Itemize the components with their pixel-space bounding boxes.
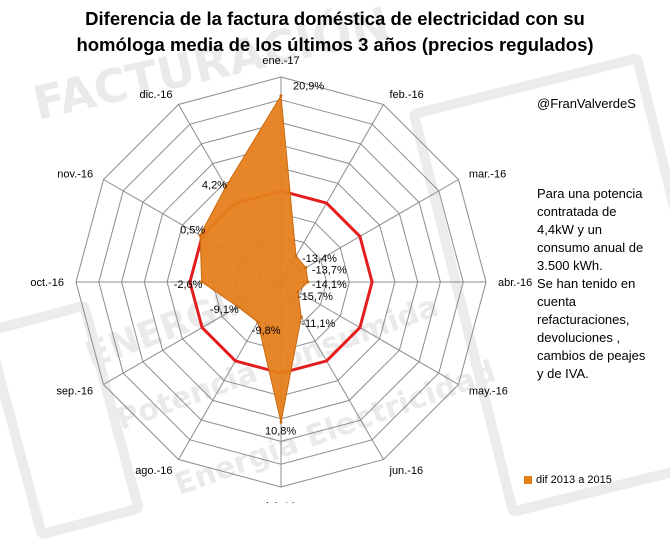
data-label: 20,9% [293,81,324,93]
category-label: jul.-16 [265,501,296,503]
note-line: contratada de [537,204,617,219]
category-label: dic.-16 [139,89,172,101]
series-point [294,254,298,258]
category-label: nov.-16 [57,169,93,181]
category-label: ene.-17 [262,55,299,67]
category-label: mar.-16 [469,169,506,181]
radar-chart: ene.-17 feb.-16 mar.-16 abr.-16 may.-16 jun.-… [30,55,532,503]
chart-legend: dif 2013 a 2015 [524,474,612,486]
note-line: refacturaciones, [537,312,630,327]
note-line: cambios de peajes [537,348,646,363]
note-line: y de IVA. [537,366,589,381]
series-point [224,185,228,188]
category-label: oct.-16 [30,277,64,289]
category-labels: ene.-17 feb.-16 mar.-16 abr.-16 may.-16 jun.-… [30,55,532,503]
series-group [198,94,310,424]
series-point [299,315,303,319]
note-line: 4,4kW y un [537,222,603,237]
grid-spoke [280,104,384,283]
series-point [279,94,283,98]
data-label: -14,1% [312,279,347,291]
category-label: sep.-16 [56,386,93,398]
data-label: -9,8% [252,325,281,337]
data-label: 0,5% [180,224,205,236]
note-line: Se han tenido en [537,276,636,291]
series-point [236,305,240,309]
category-label: jun.-16 [389,465,424,477]
series-point [304,266,308,270]
data-label: -13,4% [302,253,337,265]
category-label: may.-16 [469,386,508,398]
note-line: consumo anual de [537,240,644,255]
series-point [256,320,260,324]
data-label: -11,1% [301,318,335,330]
legend-label: dif 2013 a 2015 [536,474,612,486]
data-label: -15,7% [298,291,333,303]
series-point [306,280,310,284]
data-label: -2,6% [174,279,203,291]
data-label: 10,8% [265,425,296,437]
chart-title: Diferencia de la factura doméstica de el… [76,8,594,55]
category-label: feb.-16 [390,89,424,101]
note-line: devoluciones , [537,330,621,345]
grid-spoke [280,281,459,385]
data-label: -9,1% [210,304,239,316]
series-point [198,233,202,237]
category-label: ago.-16 [135,465,172,477]
grid-spoke [280,179,459,283]
chart-note: Para una potencia contratada de 4,4kW y … [537,185,665,383]
series-point [279,420,283,424]
series-point [200,280,204,284]
data-labels: 20,9% -13,4%-13,7% -14,1%-15,7% -11,1% 10,8%… [174,81,347,438]
data-label: 4,2% [202,180,227,192]
data-label: -13,7% [312,265,347,277]
legend-swatch [524,476,532,484]
note-line: cuenta [537,294,577,309]
note-line: 3.500 kWh. [537,258,603,273]
author-handle: @FranValverdeS [537,96,636,111]
category-label: abr.-16 [498,277,532,289]
note-line: Para una potencia [537,186,643,201]
series-point [296,290,300,294]
